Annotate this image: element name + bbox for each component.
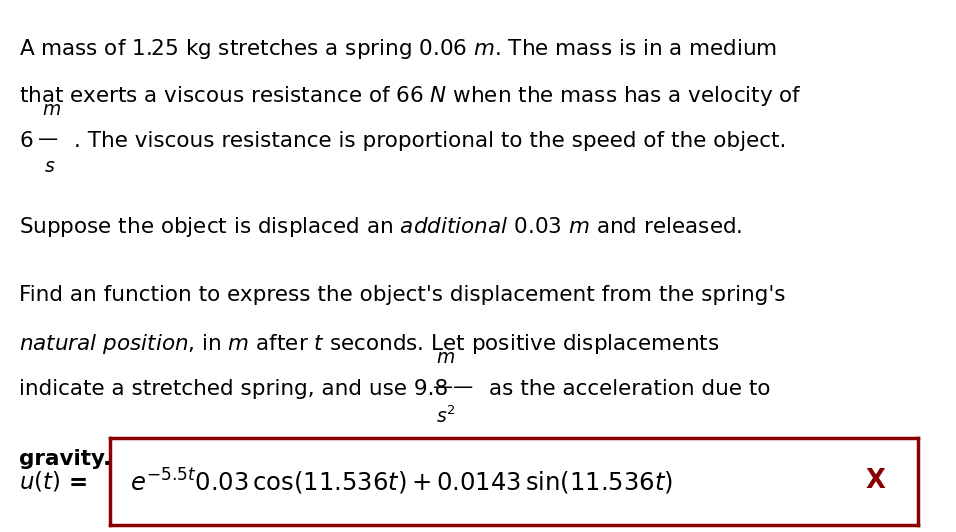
- Text: $s^2$: $s^2$: [436, 405, 456, 427]
- Text: $\mathbf{\it{u(t)}}$ =: $\mathbf{\it{u(t)}}$ =: [19, 469, 87, 494]
- Text: X: X: [865, 469, 885, 494]
- Text: . The viscous resistance is proportional to the speed of the object.: . The viscous resistance is proportional…: [74, 131, 786, 151]
- Text: $s$: $s$: [44, 157, 55, 177]
- Text: $m$: $m$: [436, 348, 455, 367]
- Text: $e^{-5.5t}$$0.03\,\mathrm{cos}(11.536t) + 0.0143\,\mathrm{sin}(11.536t)$: $e^{-5.5t}$$0.03\,\mathrm{cos}(11.536t) …: [130, 467, 673, 496]
- Text: A mass of 1.25 kg stretches a spring 0.06 $m$. The mass is in a medium: A mass of 1.25 kg stretches a spring 0.0…: [19, 37, 777, 61]
- Text: 6: 6: [19, 131, 33, 151]
- Text: indicate a stretched spring, and use 9.8: indicate a stretched spring, and use 9.8: [19, 379, 448, 399]
- Text: as the acceleration due to: as the acceleration due to: [489, 379, 770, 399]
- Text: gravity.: gravity.: [19, 449, 111, 469]
- Text: ——: ——: [433, 378, 473, 397]
- Text: Suppose the object is displaced an $\it{additional}$ 0.03 $m$ and released.: Suppose the object is displaced an $\it{…: [19, 215, 743, 239]
- Text: that exerts a viscous resistance of 66 $N$ when the mass has a velocity of: that exerts a viscous resistance of 66 $…: [19, 84, 802, 108]
- Text: Find an function to express the object's displacement from the spring's: Find an function to express the object's…: [19, 285, 786, 305]
- Text: $m$: $m$: [42, 100, 61, 119]
- Text: —: —: [38, 130, 58, 149]
- Text: $\it{natural}$ $\it{position}$, in $m$ after $t$ seconds. Let positive displacem: $\it{natural}$ $\it{position}$, in $m$ a…: [19, 332, 720, 356]
